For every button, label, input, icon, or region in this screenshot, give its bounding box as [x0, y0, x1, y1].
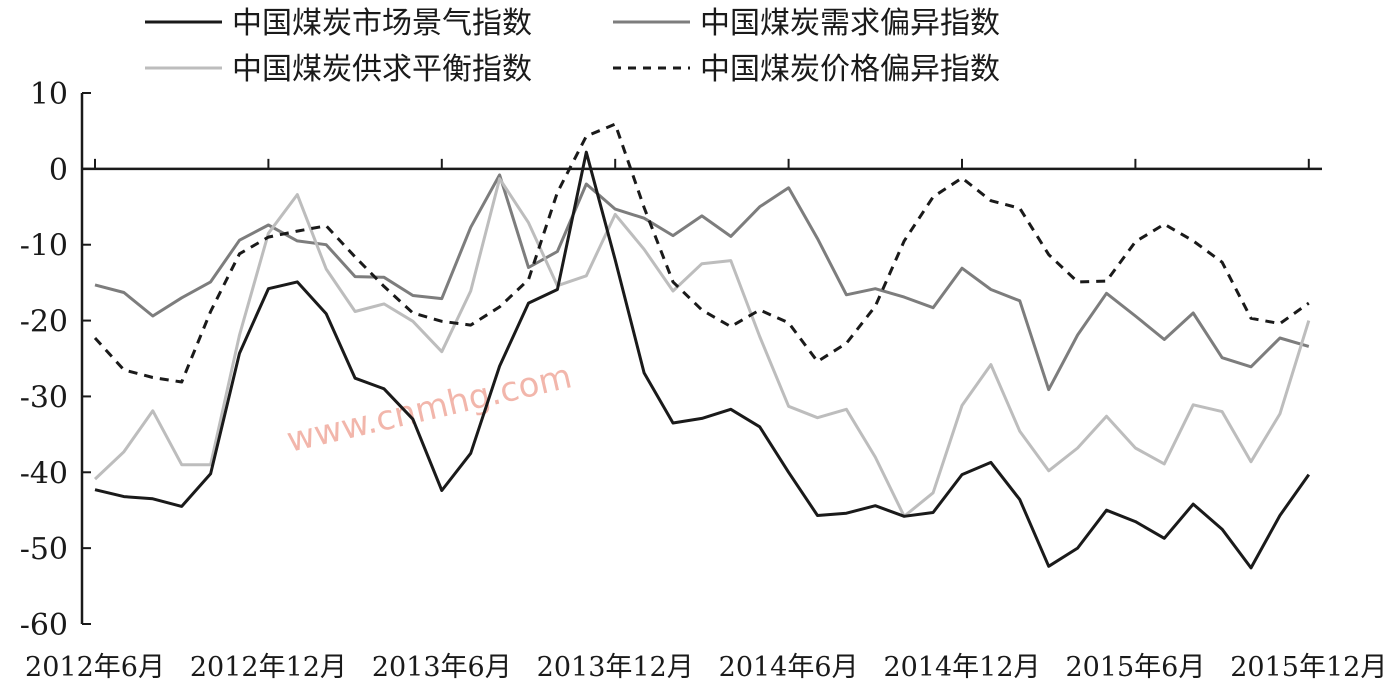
legend-label-market-prosperity: 中国煤炭市场景气指数 — [232, 6, 532, 41]
series-line-price-deviation — [93, 122, 1310, 384]
series-line-market-prosperity — [94, 150, 1311, 570]
x-tick-label: 2015年6月 — [1065, 652, 1205, 683]
legend-item-price-deviation: 中国煤炭价格偏异指数 — [613, 52, 1000, 87]
y-tick-label: -60 — [20, 608, 68, 643]
series-line-demand-deviation — [94, 173, 1310, 392]
y-tick-label: -30 — [20, 380, 68, 415]
x-tick-label: 2012年6月 — [25, 652, 165, 683]
y-tick-label: -50 — [20, 532, 68, 567]
y-tick-label: -10 — [20, 229, 68, 264]
legend: 中国煤炭市场景气指数 中国煤炭需求偏异指数 中国煤炭供求平衡指数 中国煤炭价格偏… — [145, 6, 1000, 87]
x-tick-label: 2014年6月 — [719, 652, 859, 683]
legend-item-demand-deviation: 中国煤炭需求偏异指数 — [613, 6, 1000, 41]
axes: 10 0 -10 -20 -30 -40 -50 -60 2012年6月 2012年12月 2013… — [20, 77, 1388, 683]
legend-item-market-prosperity: 中国煤炭市场景气指数 — [145, 6, 532, 41]
y-tick-label: -40 — [20, 456, 68, 491]
x-tick-label: 2013年6月 — [372, 652, 512, 683]
x-tick-label: 2013年12月 — [537, 652, 694, 683]
x-tick-label: 2012年12月 — [190, 652, 347, 683]
legend-label-demand-deviation: 中国煤炭需求偏异指数 — [700, 6, 1000, 41]
legend-label-price-deviation: 中国煤炭价格偏异指数 — [700, 52, 1000, 87]
watermark: www.cnmhg.com — [283, 356, 576, 460]
y-tick-label: -20 — [20, 305, 68, 340]
y-tick-label: 10 — [30, 77, 68, 112]
x-tick-label: 2015年12月 — [1230, 652, 1387, 683]
x-tick-label: 2014年12月 — [883, 652, 1040, 683]
series-layer — [93, 122, 1311, 570]
y-tick-label: 0 — [49, 153, 68, 188]
series-line-supply-demand-balance — [93, 177, 1311, 518]
legend-label-supply-demand-balance: 中国煤炭供求平衡指数 — [232, 52, 532, 87]
legend-item-supply-demand-balance: 中国煤炭供求平衡指数 — [145, 52, 532, 87]
